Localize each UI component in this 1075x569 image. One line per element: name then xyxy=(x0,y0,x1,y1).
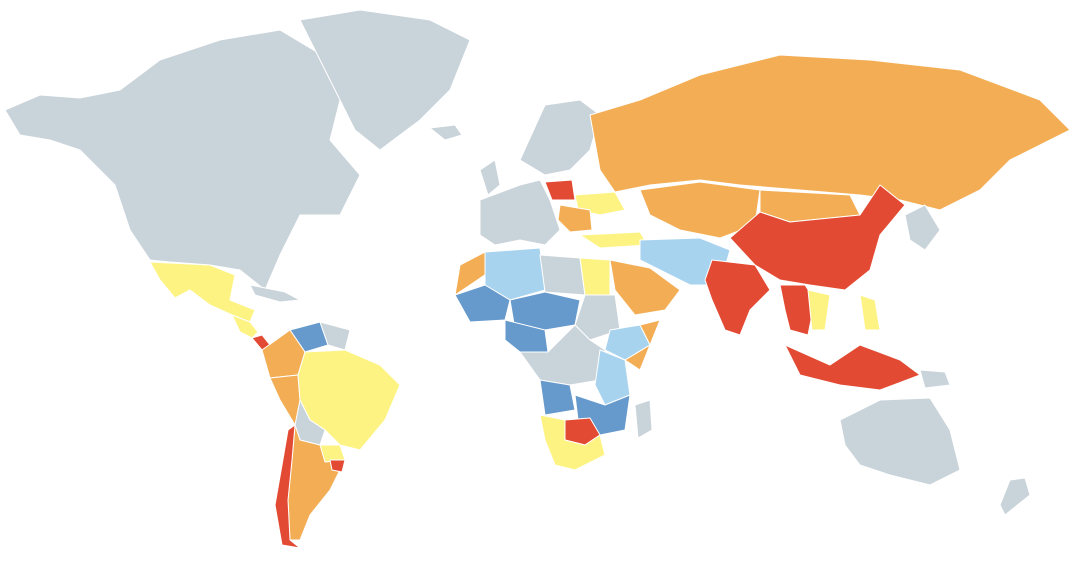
libya xyxy=(539,254,586,296)
north-america xyxy=(4,29,361,291)
scandinavia xyxy=(519,99,601,176)
china xyxy=(729,184,906,291)
mexico xyxy=(149,261,256,323)
new-zealand xyxy=(999,477,1031,516)
india xyxy=(704,259,771,336)
angola xyxy=(539,379,576,416)
uruguay xyxy=(329,459,346,473)
caribbean xyxy=(249,284,301,303)
namibia-south-africa xyxy=(539,414,606,471)
arabian-peninsula xyxy=(609,259,681,316)
somalia xyxy=(624,319,661,371)
mali xyxy=(454,284,511,323)
madagascar xyxy=(634,399,653,439)
central-america xyxy=(231,314,259,339)
iceland xyxy=(429,124,463,141)
papua-new-guinea xyxy=(919,369,951,389)
russia xyxy=(589,54,1071,211)
uk-ireland xyxy=(479,159,501,196)
poland xyxy=(544,179,576,201)
japan-korea xyxy=(904,204,941,251)
egypt xyxy=(579,257,611,296)
chile xyxy=(274,424,301,549)
sudan xyxy=(574,294,621,341)
turkey xyxy=(579,231,649,249)
greenland xyxy=(299,9,471,151)
vietnam-cambodia xyxy=(807,289,831,331)
southeast-asia xyxy=(779,284,816,336)
balkans xyxy=(557,204,593,233)
philippines xyxy=(859,294,881,331)
western-europe xyxy=(479,179,561,246)
australia xyxy=(839,397,961,486)
indonesia xyxy=(784,344,921,391)
algeria xyxy=(484,247,546,301)
